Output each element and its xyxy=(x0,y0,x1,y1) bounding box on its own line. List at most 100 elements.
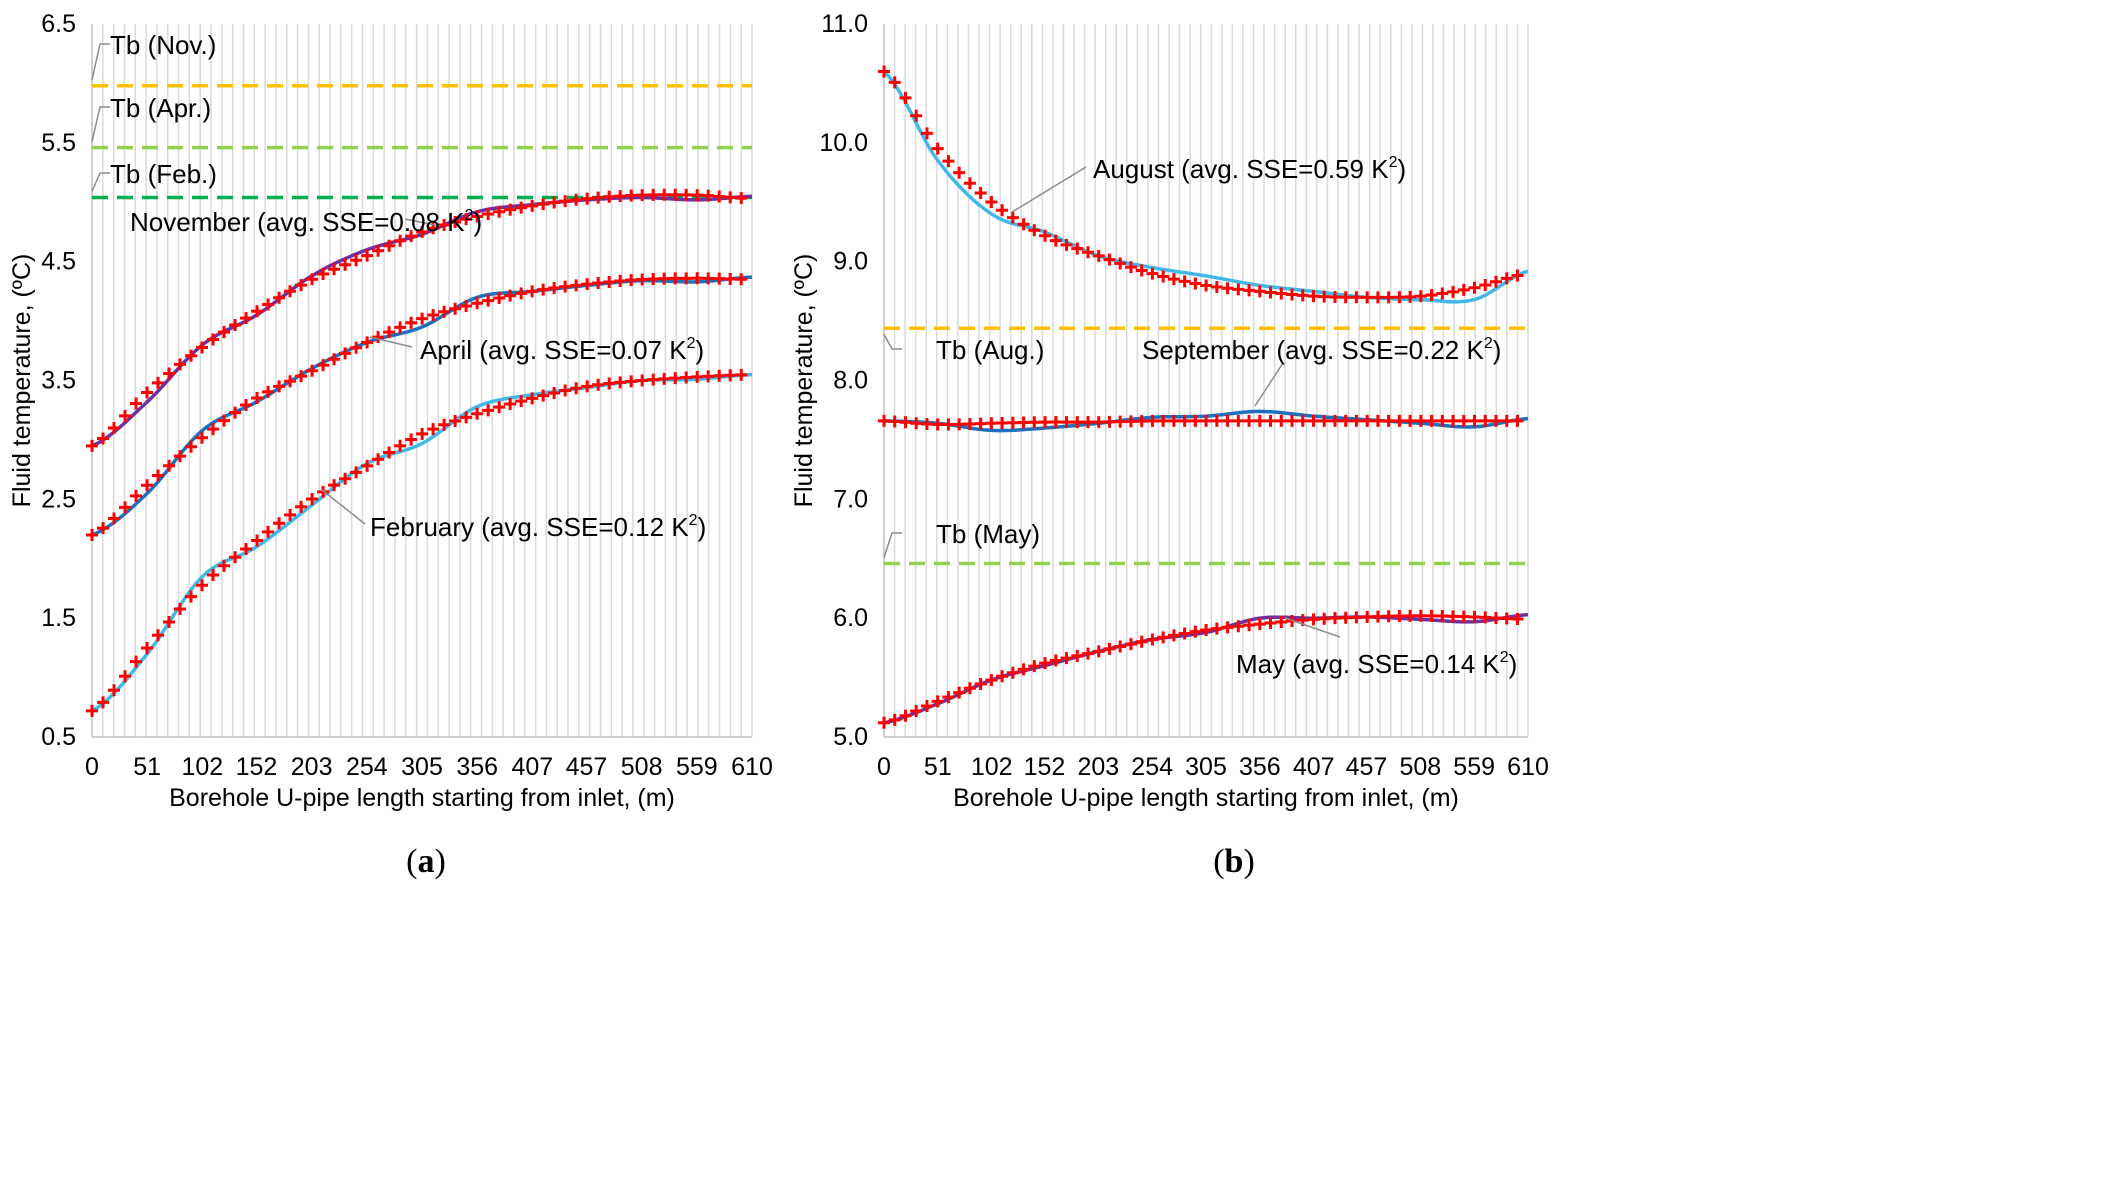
model-point xyxy=(1511,613,1524,626)
model-point xyxy=(1500,612,1513,625)
model-point xyxy=(1425,288,1438,301)
x-tick-label: 610 xyxy=(1507,753,1549,781)
series-label: February (avg. SSE=0.12 K2) xyxy=(370,512,706,542)
model-point xyxy=(273,380,286,393)
panel-label: (a) xyxy=(406,843,446,880)
model-point xyxy=(1361,414,1374,427)
model-point xyxy=(537,283,550,296)
reference-line-label: Tb (Feb.) xyxy=(110,159,217,189)
model-point xyxy=(1167,414,1180,427)
model-point xyxy=(1447,610,1460,623)
model-point xyxy=(1328,290,1341,303)
x-tick-label: 356 xyxy=(1239,753,1281,781)
model-point xyxy=(1500,272,1513,285)
reference-line-label: Tb (Aug.) xyxy=(936,335,1044,365)
model-point xyxy=(141,479,154,492)
model-point xyxy=(273,517,286,530)
series-line xyxy=(882,70,1529,304)
model-point xyxy=(1135,635,1148,648)
model-point xyxy=(350,466,363,479)
model-point xyxy=(658,372,671,385)
model-point xyxy=(328,479,341,492)
model-point xyxy=(931,142,944,155)
model-point xyxy=(942,691,955,704)
model-point xyxy=(636,189,649,202)
model-point xyxy=(317,485,330,498)
series-label: August (avg. SSE=0.59 K2) xyxy=(1093,154,1406,184)
model-point xyxy=(306,364,319,377)
model-point xyxy=(1071,242,1084,255)
y-tick-label: 10.0 xyxy=(819,129,868,157)
model-point xyxy=(350,254,363,267)
model-point xyxy=(284,375,297,388)
reference-line-label: Tb (Apr.) xyxy=(110,93,211,123)
series-callout-leader xyxy=(369,336,413,348)
model-point xyxy=(251,534,264,547)
model-point xyxy=(119,670,132,683)
model-point xyxy=(1490,414,1502,427)
model-point xyxy=(985,674,998,687)
model-point xyxy=(1049,654,1062,667)
model-point xyxy=(229,318,242,331)
model-point xyxy=(963,177,976,190)
model-point xyxy=(1092,645,1105,658)
y-tick-label: 3.5 xyxy=(41,367,76,395)
model-point xyxy=(1414,414,1427,427)
model-point xyxy=(1307,414,1320,427)
model-point xyxy=(1082,416,1094,429)
x-tick-label: 254 xyxy=(1131,753,1173,781)
model-point xyxy=(196,579,209,592)
model-point xyxy=(1124,415,1137,428)
model-point xyxy=(449,215,462,228)
model-point xyxy=(493,205,506,218)
y-tick-label: 5.5 xyxy=(41,129,76,157)
model-point xyxy=(86,439,98,452)
model-point xyxy=(328,353,341,366)
model-point xyxy=(1189,414,1202,427)
model-point xyxy=(482,404,495,417)
model-point xyxy=(262,525,275,538)
model-point xyxy=(1296,289,1309,302)
model-point xyxy=(1328,414,1341,427)
model-point xyxy=(974,186,987,199)
model-point xyxy=(680,188,693,201)
model-point xyxy=(262,298,275,311)
model-point xyxy=(603,377,616,390)
model-point xyxy=(1232,283,1245,296)
model-point xyxy=(625,274,638,287)
model-point xyxy=(526,285,539,298)
y-tick-label: 2.5 xyxy=(41,485,76,513)
model-point xyxy=(1017,416,1030,429)
series-label: September (avg. SSE=0.22 K2) xyxy=(1142,335,1501,365)
model-point xyxy=(1071,416,1084,429)
model-point xyxy=(185,590,198,603)
model-point xyxy=(931,695,944,708)
model-point xyxy=(669,188,682,201)
model-point xyxy=(240,399,253,411)
model-point xyxy=(1436,287,1449,300)
model-point xyxy=(427,309,440,322)
model-point xyxy=(1157,631,1170,644)
model-point xyxy=(592,378,605,391)
model-point xyxy=(86,704,98,717)
model-point xyxy=(471,407,484,420)
series-callout-leader xyxy=(1011,166,1087,213)
model-point xyxy=(1103,415,1116,428)
model-point xyxy=(1146,267,1159,280)
model-point xyxy=(1328,612,1341,625)
model-point xyxy=(119,409,132,422)
x-tick-label: 508 xyxy=(621,753,663,781)
model-point xyxy=(559,384,572,397)
model-point xyxy=(1307,613,1320,626)
model-point xyxy=(350,341,363,354)
model-point xyxy=(119,501,132,514)
model-point xyxy=(383,446,396,459)
series-callout-leader xyxy=(404,218,441,227)
reference-line-label: Tb (May) xyxy=(936,519,1040,549)
model-point xyxy=(460,299,473,312)
model-point xyxy=(1371,414,1384,427)
model-point xyxy=(1414,609,1427,622)
model-point xyxy=(196,431,209,444)
model-point xyxy=(482,208,495,221)
model-point xyxy=(691,272,704,285)
